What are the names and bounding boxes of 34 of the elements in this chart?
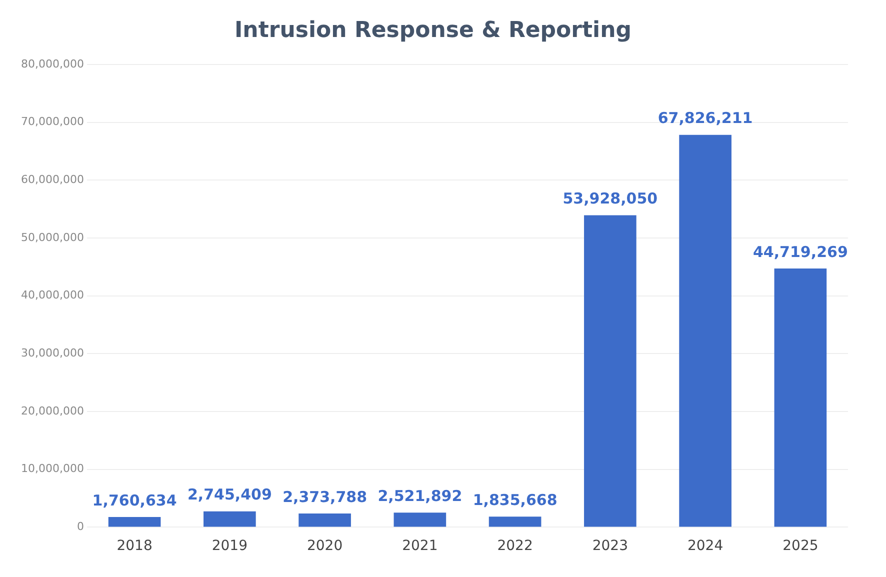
x-tick-label: 2020 — [306, 538, 343, 554]
data-label: 44,719,269 — [752, 242, 848, 261]
data-label: 2,373,788 — [282, 488, 368, 506]
x-tick-label: 2019 — [212, 538, 248, 554]
data-label: 1,760,634 — [92, 491, 177, 510]
bar — [394, 512, 446, 527]
bar — [774, 268, 827, 527]
y-tick-label: 0 — [76, 520, 84, 534]
bar — [204, 511, 256, 527]
bar — [679, 134, 732, 527]
bar — [584, 215, 636, 527]
x-tick-label: 2023 — [592, 538, 628, 554]
data-label: 1,835,668 — [472, 490, 558, 509]
y-tick-label: 10,000,000 — [20, 462, 84, 476]
y-tick-label: 50,000,000 — [20, 230, 84, 244]
bar — [108, 517, 161, 527]
y-tick-label: 70,000,000 — [20, 115, 84, 128]
x-tick-label: 2022 — [497, 538, 533, 554]
x-tick-label: 2021 — [402, 538, 438, 554]
x-tick-label: 2018 — [116, 538, 152, 554]
y-tick-label: 20,000,000 — [20, 404, 84, 418]
x-tick-label: 2025 — [782, 538, 818, 554]
y-tick-label: 80,000,000 — [20, 57, 84, 70]
data-label: 2,521,892 — [378, 487, 462, 505]
data-label: 67,826,211 — [658, 109, 753, 128]
data-label: 2,745,409 — [187, 486, 272, 504]
y-tick-label: 60,000,000 — [20, 172, 84, 186]
bar — [488, 516, 542, 527]
y-tick-label: 40,000,000 — [20, 288, 84, 302]
x-tick-label: 2024 — [687, 538, 724, 554]
bar — [298, 513, 351, 527]
y-tick-label: 30,000,000 — [20, 346, 84, 360]
data-label: 53,928,050 — [562, 190, 658, 208]
chart-title: Intrusion Response & Reporting — [234, 18, 632, 43]
